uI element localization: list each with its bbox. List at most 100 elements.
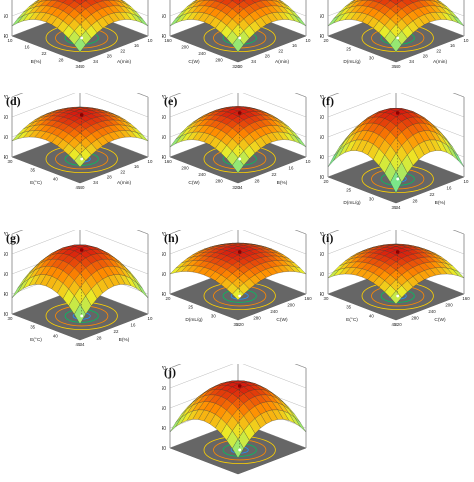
y-axis-title: B(%)	[119, 337, 130, 343]
y-tick-label: 16	[134, 43, 139, 48]
z-tick-label: 50	[320, 14, 324, 20]
z-tick-label: 30	[162, 446, 166, 452]
y-tick-label: 320	[394, 322, 402, 327]
z-tick-label: 50	[4, 14, 8, 20]
y-tick-label: 22	[272, 172, 277, 177]
x-tick-label: 35	[30, 325, 35, 330]
optimum-point	[238, 111, 242, 115]
z-tick-label: 60	[4, 252, 8, 258]
y-axis-title: A(min)	[117, 59, 132, 65]
y-tick-label: 200	[445, 303, 453, 308]
z-tick-label: 60	[162, 386, 166, 392]
y-tick-label: 34	[409, 59, 414, 64]
y-tick-label: 34	[80, 342, 85, 347]
x-tick-label: 240	[198, 172, 206, 177]
z-tick-label: 50	[4, 135, 8, 141]
y-tick-label: 34	[238, 185, 243, 190]
y-tick-label: 40	[80, 64, 85, 69]
surface-plot-h: 40506070DPPH(%)35302520160200240280320D(…	[162, 230, 312, 348]
optimum-projection	[238, 37, 241, 40]
surface-plot-g: 3040506070DPPH(%)454035301016222834E(°C)…	[4, 230, 154, 348]
y-tick-label: 320	[236, 322, 244, 327]
panel-label: (i)	[322, 231, 333, 246]
x-axis-title: E(°C)	[30, 180, 42, 186]
y-axis-title: B(%)	[435, 200, 446, 206]
x-tick-label: 30	[211, 313, 216, 318]
x-tick-label: 30	[369, 55, 374, 60]
surface-facet	[328, 150, 339, 167]
x-tick-label: 25	[188, 305, 193, 310]
x-tick-label: 40	[53, 176, 58, 181]
x-tick-label: 280	[215, 58, 223, 63]
x-tick-label: 20	[324, 179, 329, 184]
z-tick-label: 60	[4, 115, 8, 121]
x-axis-title: C(W)	[188, 180, 200, 186]
x-tick-label: 30	[8, 316, 13, 321]
y-tick-label: 240	[270, 309, 278, 314]
x-tick-label: 30	[369, 196, 374, 201]
optimum-point	[80, 248, 84, 252]
x-tick-label: 28	[59, 58, 64, 63]
y-tick-label: 40	[238, 64, 243, 69]
z-tick-label: 50	[320, 272, 324, 278]
optimum-projection	[80, 315, 83, 318]
z-tick-label: 60	[320, 252, 324, 258]
surface-plot-a: 40506070DPPH(%)3428221610101622283440B(%…	[4, 0, 154, 90]
optimum-projection	[396, 178, 399, 181]
y-tick-label: 34	[396, 205, 401, 210]
surface-facet	[295, 417, 306, 432]
surface-panel-f: 3040506070DPPH(%)353025201016222834D(mL/…	[320, 93, 470, 211]
optimum-point	[238, 384, 242, 388]
y-tick-label: 28	[107, 54, 112, 59]
y-tick-label: 40	[396, 64, 401, 69]
y-tick-label: 280	[253, 316, 261, 321]
y-tick-label: 28	[413, 199, 418, 204]
y-tick-label: 160	[304, 296, 312, 301]
x-tick-label: 22	[42, 51, 47, 56]
y-tick-label: 28	[107, 175, 112, 180]
x-tick-label: 16	[25, 45, 30, 50]
y-tick-label: 40	[80, 185, 85, 190]
x-axis-title: D(mL/g)	[343, 200, 361, 206]
x-axis-title: B(%)	[31, 59, 42, 65]
z-tick-label: 50	[162, 272, 166, 278]
y-tick-label: 22	[120, 48, 125, 53]
optimum-point	[80, 113, 84, 117]
y-axis-title: C(W)	[276, 317, 288, 323]
panel-label: (d)	[6, 94, 21, 109]
y-tick-label: 16	[131, 323, 136, 328]
y-tick-label: 240	[428, 309, 436, 314]
y-tick-label: 28	[265, 54, 270, 59]
surface-plot-j: 3040506070DPPH(%)	[162, 364, 312, 482]
y-tick-label: 10	[306, 159, 311, 164]
surface-plot-c: 40506070DPPH(%)35302520101622283440D(mL/…	[320, 0, 470, 90]
y-axis-title: A(min)	[117, 180, 132, 186]
y-tick-label: 16	[447, 186, 452, 191]
surface-panel-j: 3040506070DPPH(%) (j)	[162, 364, 312, 482]
y-tick-label: 28	[255, 179, 260, 184]
y-tick-label: 16	[292, 43, 297, 48]
z-tick-label: 60	[162, 252, 166, 258]
z-tick-label: 40	[162, 426, 166, 432]
surface-plot-b: 40506070DPPH(%)3202802402001601016222834…	[162, 0, 312, 90]
x-axis-title: E(°C)	[30, 337, 42, 343]
z-tick-label: 50	[320, 135, 324, 141]
surface-plot-i: 40506070DPPH(%)45403530160200240280320E(…	[320, 230, 470, 348]
optimum-point	[396, 250, 400, 254]
x-tick-label: 20	[324, 38, 329, 43]
panel-label: (e)	[164, 94, 177, 109]
z-tick-label: 60	[162, 115, 166, 121]
surface-facet	[170, 417, 181, 432]
y-tick-label: 10	[306, 38, 311, 43]
y-tick-label: 10	[148, 38, 153, 43]
surface-plot-d: 40506070DPPH(%)45403530101622283440E(°C)…	[4, 93, 154, 211]
y-axis-title: A(min)	[275, 59, 290, 65]
response-surface	[12, 0, 148, 52]
panel-label: (f)	[322, 94, 334, 109]
y-tick-label: 280	[411, 316, 419, 321]
surface-plot-e: 40506070DPPH(%)3202802402001601016222834…	[162, 93, 312, 211]
y-tick-label: 16	[134, 164, 139, 169]
response-surface	[170, 0, 306, 52]
response-surface	[328, 0, 464, 52]
z-tick-label: 40	[320, 155, 324, 161]
